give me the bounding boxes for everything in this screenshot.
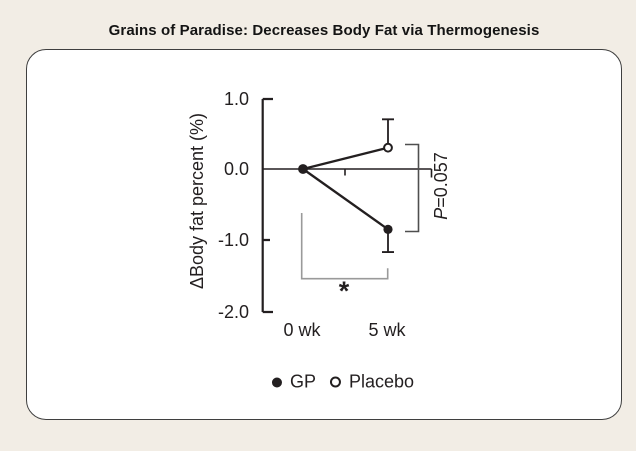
p-value-label: P=0.057: [430, 152, 452, 220]
xtick-label-5wk: 5 wk: [368, 320, 406, 340]
xtick-label-0wk: 0 wk: [283, 320, 321, 340]
ytick-label-0.0: 0.0: [223, 159, 249, 179]
figure-card: [26, 49, 622, 420]
significance-asterisk: *: [338, 276, 350, 306]
ytick-label--2.0: -2.0: [217, 302, 249, 322]
legend-label-placebo: Placebo: [348, 371, 415, 392]
p-value-symbol: P: [431, 207, 451, 220]
ytick-label-1.0: 1.0: [223, 89, 249, 109]
legend-label-gp: GP: [289, 371, 316, 392]
open-circle-icon: [329, 376, 341, 388]
legend-item-gp: GP: [271, 371, 316, 393]
legend-item-placebo: Placebo: [329, 371, 415, 393]
filled-circle-icon: [271, 377, 282, 387]
page-title: Grains of Paradise: Decreases Body Fat v…: [108, 22, 540, 39]
p-value-number: =0.057: [431, 152, 451, 208]
ytick-label--1.0: -1.0: [217, 230, 249, 250]
y-axis-title: ΔBody fat percent (%): [187, 112, 207, 290]
chart-legend: GP Placebo: [271, 371, 415, 393]
